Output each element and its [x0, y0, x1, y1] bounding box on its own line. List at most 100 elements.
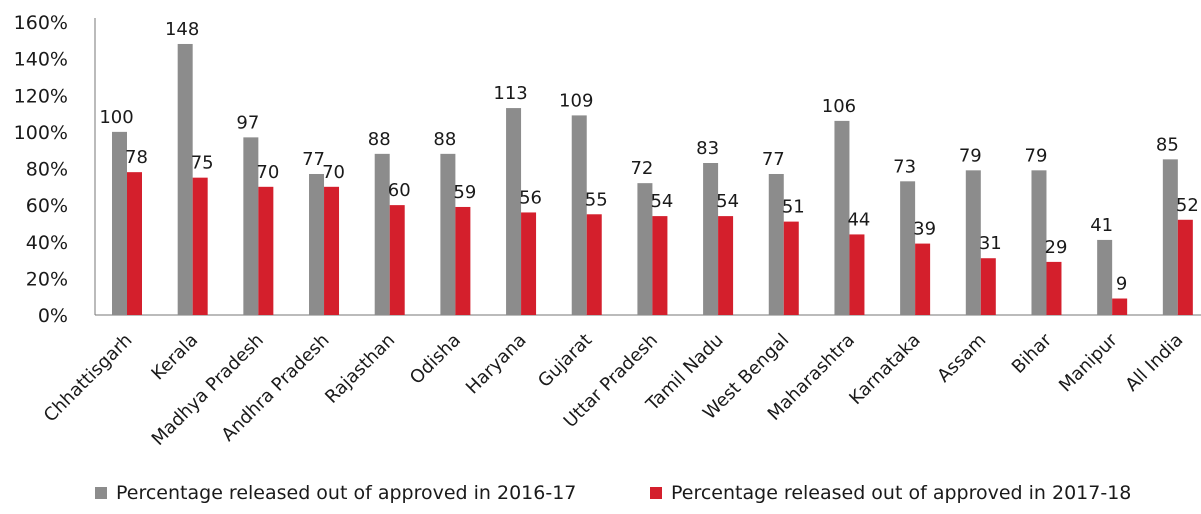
data-label-2017-18: 54 [650, 191, 673, 212]
bar-2017-18 [1046, 261, 1062, 315]
bar-2017-18 [1177, 219, 1193, 315]
bar-2017-18 [783, 221, 799, 315]
data-label-2017-18: 59 [453, 182, 476, 203]
bar-2016-17 [571, 115, 587, 315]
category-label: Assam [933, 330, 990, 387]
data-label-2016-17: 79 [1025, 145, 1048, 166]
category-label: Kerala [147, 330, 202, 385]
legend: Percentage released out of approved in 2… [0, 482, 1201, 512]
y-tick-label: 20% [26, 268, 68, 290]
data-label-2017-18: 29 [1045, 237, 1068, 258]
y-axis: 0% 20% 40% 60% 80% 100% 120% 140% 160% [14, 12, 96, 327]
y-tick-label: 100% [14, 122, 68, 144]
data-label-2016-17: 106 [822, 96, 856, 117]
bar-2017-18 [324, 186, 340, 315]
bar-2016-17 [309, 173, 325, 315]
bar-chart: 0% 20% 40% 60% 80% 100% 120% 140% 160% 100 78 148 7… [14, 12, 1201, 450]
bar-2016-17 [243, 137, 259, 315]
category-label: Madhya Pradesh [148, 330, 268, 450]
bar-2017-18 [389, 205, 405, 315]
bar-2016-17 [768, 173, 784, 315]
data-label-2016-17: 97 [236, 112, 259, 133]
y-tick-label: 80% [26, 159, 68, 181]
bar-2017-18 [258, 186, 274, 315]
category-label: Gujarat [534, 330, 596, 392]
data-label-2017-18: 56 [519, 187, 542, 208]
data-label-2017-18: 39 [913, 219, 936, 240]
bar-2016-17 [637, 183, 653, 315]
bar-2016-17 [834, 120, 850, 315]
legend-label-2017-18: Percentage released out of approved in 2… [671, 482, 1132, 504]
bar-2016-17 [112, 131, 127, 315]
data-label-2016-17: 148 [165, 19, 199, 40]
category-label: Manipur [1055, 329, 1122, 396]
bars [112, 43, 1193, 315]
data-label-2016-17: 113 [493, 83, 527, 104]
bar-2017-18 [586, 214, 602, 315]
data-label-2016-17: 88 [368, 129, 391, 150]
data-label-2016-17: 100 [99, 107, 133, 128]
y-tick-label: 160% [14, 12, 68, 34]
y-tick-label: 0% [38, 305, 68, 327]
data-label-2017-18: 31 [979, 233, 1002, 254]
data-label-2016-17: 72 [630, 158, 653, 179]
bar-2017-18 [521, 212, 537, 315]
bar-2017-18 [455, 206, 471, 315]
legend-swatch-2016-17 [95, 487, 107, 499]
y-tick-label: 60% [26, 195, 68, 217]
data-label-2016-17: 79 [959, 145, 982, 166]
bar-2016-17 [440, 153, 456, 315]
bar-2017-18 [652, 216, 668, 315]
data-label-2017-18: 51 [782, 197, 805, 218]
category-label: Chhattisgarh [40, 330, 137, 427]
bar-2016-17 [1031, 170, 1047, 315]
category-label: Karnataka [845, 330, 924, 409]
data-label-2017-18: 55 [585, 189, 608, 210]
bar-2016-17 [1162, 159, 1178, 315]
y-tick-label: 140% [14, 49, 68, 71]
data-label-2017-18: 60 [388, 180, 411, 201]
legend-item-2017-18: Percentage released out of approved in 2… [650, 482, 1131, 504]
bar-2017-18 [127, 172, 142, 315]
bar-2016-17 [703, 163, 719, 315]
data-label-2016-17: 88 [433, 129, 456, 150]
data-label-2017-18: 75 [191, 153, 214, 174]
data-label-2017-18: 78 [125, 147, 148, 168]
bar-2016-17 [177, 43, 193, 315]
bar-2016-17 [965, 170, 981, 315]
data-label-2016-17: 77 [302, 149, 325, 170]
category-label: Bihar [1008, 329, 1057, 378]
data-label-2017-18: 70 [256, 162, 279, 183]
bar-2017-18 [1112, 298, 1128, 315]
bar-2017-18 [192, 177, 208, 315]
category-label: Odisha [406, 330, 465, 389]
data-label-2016-17: 83 [696, 138, 719, 159]
bar-2016-17 [900, 181, 916, 315]
data-label-2016-17: 73 [893, 156, 916, 177]
bar-2016-17 [506, 108, 522, 315]
data-label-2016-17: 77 [762, 149, 785, 170]
category-label: Rajasthan [321, 330, 399, 408]
data-label-2017-18: 70 [322, 162, 345, 183]
y-tick-label: 120% [14, 85, 68, 107]
data-label-2017-18: 54 [716, 191, 739, 212]
bar-2016-17 [374, 153, 390, 315]
y-tick-label: 40% [26, 232, 68, 254]
data-label-2017-18: 52 [1176, 195, 1199, 216]
bar-2017-18 [915, 243, 931, 315]
bar-2017-18 [849, 234, 865, 315]
category-label: Haryana [462, 330, 531, 399]
legend-swatch-2017-18 [650, 487, 662, 499]
bar-2017-18 [980, 258, 996, 315]
data-label-2017-18: 44 [847, 209, 870, 230]
legend-item-2016-17: Percentage released out of approved in 2… [95, 482, 576, 504]
data-label-2017-18: 9 [1116, 274, 1127, 295]
category-label: All India [1121, 330, 1187, 396]
data-label-2016-17: 41 [1090, 215, 1113, 236]
data-label-2016-17: 85 [1156, 134, 1179, 155]
data-label-2016-17: 109 [559, 90, 593, 111]
bar-2017-18 [718, 216, 734, 315]
legend-label-2016-17: Percentage released out of approved in 2… [116, 482, 577, 504]
bar-2016-17 [1097, 239, 1113, 315]
